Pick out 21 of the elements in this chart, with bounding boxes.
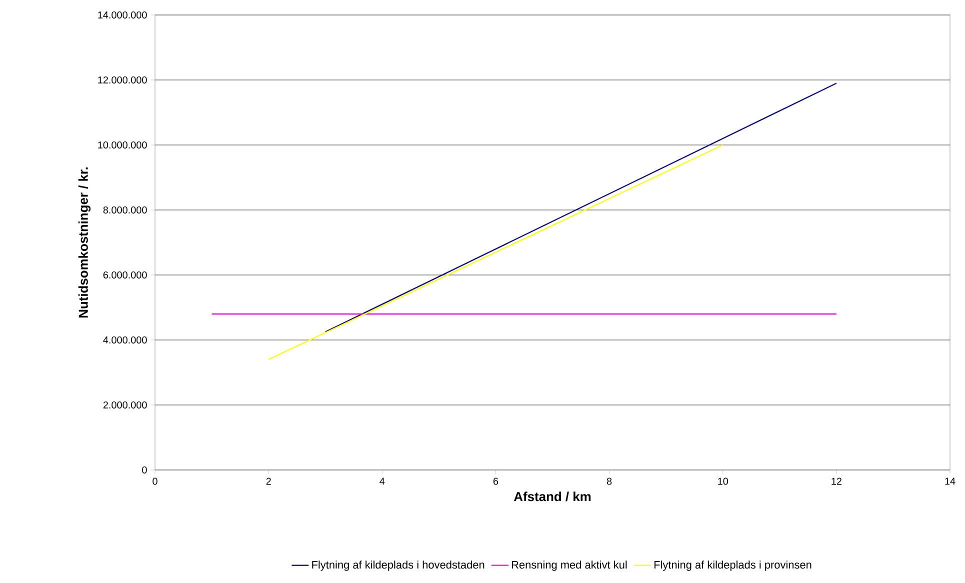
legend-label: Flytning af kildeplads i hovedstaden bbox=[312, 560, 484, 571]
x-tick-label: 0 bbox=[152, 478, 158, 485]
y-tick-label: 6.000.000 bbox=[103, 271, 147, 279]
x-tick-label: 2 bbox=[266, 478, 271, 485]
x-tick-label: 4 bbox=[380, 478, 385, 485]
legend-label: Flytning af kildeplads i provinsen bbox=[654, 560, 812, 571]
y-tick-label: 10.000.000 bbox=[98, 141, 147, 149]
y-tick-label: 14.000.000 bbox=[98, 11, 147, 19]
y-tick-label: 0 bbox=[142, 466, 147, 474]
x-tick-label: 8 bbox=[606, 478, 612, 485]
y-tick-label: 8.000.000 bbox=[103, 206, 147, 214]
y-axis-title: Nutidsomkostninger / kr. bbox=[78, 167, 91, 318]
x-tick-label: 10 bbox=[718, 478, 728, 485]
y-tick-label: 2.000.000 bbox=[103, 401, 147, 409]
x-tick-label: 14 bbox=[945, 478, 956, 485]
legend-label: Rensning med aktivt kul bbox=[512, 560, 627, 571]
x-tick-label: 6 bbox=[493, 478, 498, 485]
x-tick-label: 12 bbox=[832, 478, 842, 485]
x-axis-title: Afstand / km bbox=[514, 492, 591, 502]
y-tick-label: 4.000.000 bbox=[103, 336, 147, 344]
y-tick-label: 12.000.000 bbox=[98, 76, 147, 84]
